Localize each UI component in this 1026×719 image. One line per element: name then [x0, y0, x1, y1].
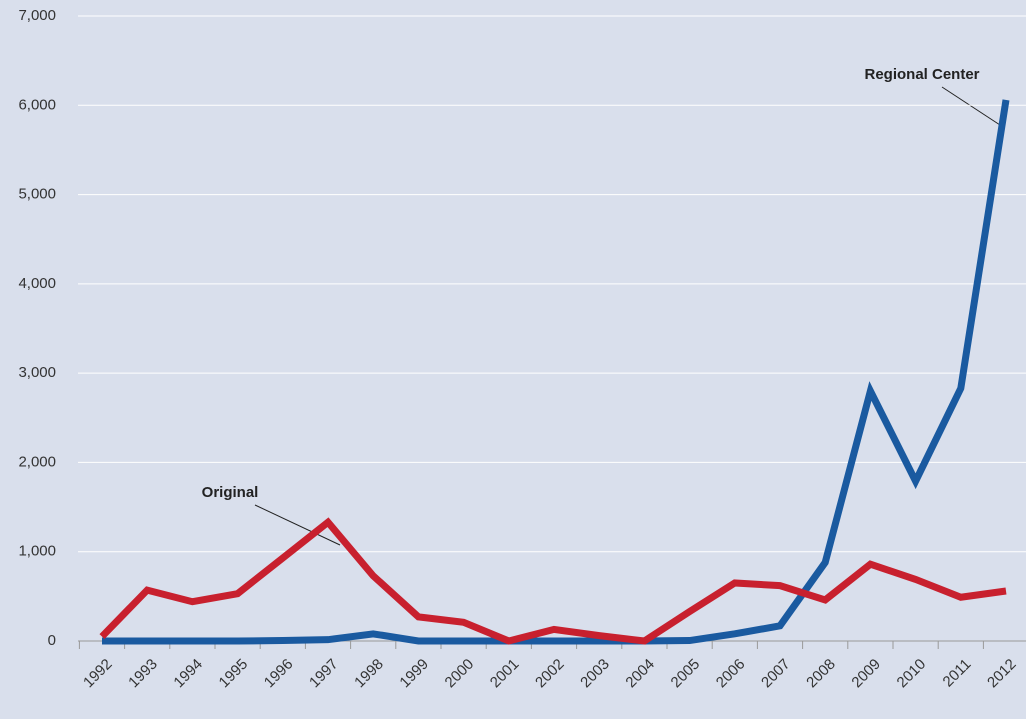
- y-tick-label: 5,000: [18, 186, 56, 203]
- x-tick-label: 2012: [984, 656, 1020, 692]
- x-tick-label: 1998: [351, 656, 387, 692]
- x-tick-label: 2005: [668, 656, 704, 692]
- series-line: [99, 517, 1007, 645]
- x-tick-label: 1999: [396, 656, 432, 692]
- y-tick-label: 6,000: [18, 96, 56, 113]
- x-tick-label: 2001: [487, 656, 523, 692]
- series-line: [102, 99, 1010, 645]
- x-tick-label: 2007: [758, 656, 794, 692]
- x-tick-label: 1994: [170, 656, 206, 692]
- x-tick-label: 1992: [80, 656, 116, 692]
- leader-line: [254, 504, 341, 546]
- x-tick-label: 2002: [532, 656, 568, 692]
- x-tick-label: 2006: [713, 656, 749, 692]
- x-tick-label: 2008: [803, 656, 839, 692]
- y-tick-label: 0: [48, 632, 56, 649]
- x-tick-label: 1997: [306, 656, 342, 692]
- x-tick-label: 2000: [442, 656, 478, 692]
- y-tick-label: 4,000: [18, 275, 56, 292]
- x-tick-label: 2003: [577, 656, 613, 692]
- leader-line: [941, 86, 1001, 126]
- x-tick-label: 2011: [940, 656, 975, 691]
- x-tick-label: 2010: [894, 656, 930, 692]
- y-tick-label: 2,000: [18, 453, 56, 470]
- x-tick-label: 1995: [216, 656, 252, 692]
- y-tick-label: 7,000: [18, 7, 56, 24]
- x-tick-label: 2004: [622, 656, 658, 692]
- y-tick-label: 1,000: [18, 543, 56, 560]
- y-tick-label: 3,000: [18, 364, 56, 381]
- x-tick-label: 2009: [848, 656, 884, 692]
- x-tick-label: 1996: [261, 656, 297, 692]
- annotation: Original: [202, 484, 259, 501]
- x-tick-label: 1993: [125, 656, 161, 692]
- annotation: Regional Center: [864, 66, 979, 83]
